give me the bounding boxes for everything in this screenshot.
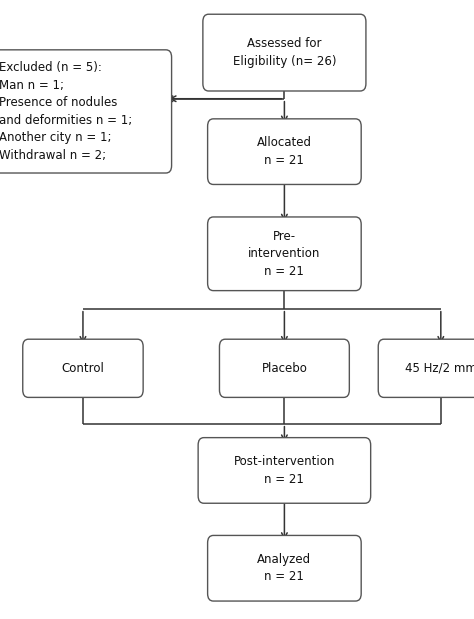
Text: 45 Hz/2 mm: 45 Hz/2 mm xyxy=(405,361,474,375)
Text: Analyzed
n = 21: Analyzed n = 21 xyxy=(257,553,311,584)
Text: Placebo: Placebo xyxy=(262,361,307,375)
Text: Pre-
intervention
n = 21: Pre- intervention n = 21 xyxy=(248,230,320,278)
FancyBboxPatch shape xyxy=(208,119,361,184)
FancyBboxPatch shape xyxy=(208,217,361,290)
Text: Allocated
n = 21: Allocated n = 21 xyxy=(257,136,312,167)
FancyBboxPatch shape xyxy=(378,339,474,397)
Text: Post-intervention
n = 21: Post-intervention n = 21 xyxy=(234,455,335,486)
FancyBboxPatch shape xyxy=(219,339,349,397)
FancyBboxPatch shape xyxy=(203,14,366,91)
FancyBboxPatch shape xyxy=(0,50,172,173)
FancyBboxPatch shape xyxy=(208,535,361,601)
Text: Assessed for
Eligibility (n= 26): Assessed for Eligibility (n= 26) xyxy=(233,37,336,68)
FancyBboxPatch shape xyxy=(23,339,143,397)
Text: Control: Control xyxy=(62,361,104,375)
FancyBboxPatch shape xyxy=(198,438,371,503)
Text: Excluded (n = 5):
Man n = 1;
Presence of nodules
and deformities n = 1;
Another : Excluded (n = 5): Man n = 1; Presence of… xyxy=(0,61,132,162)
